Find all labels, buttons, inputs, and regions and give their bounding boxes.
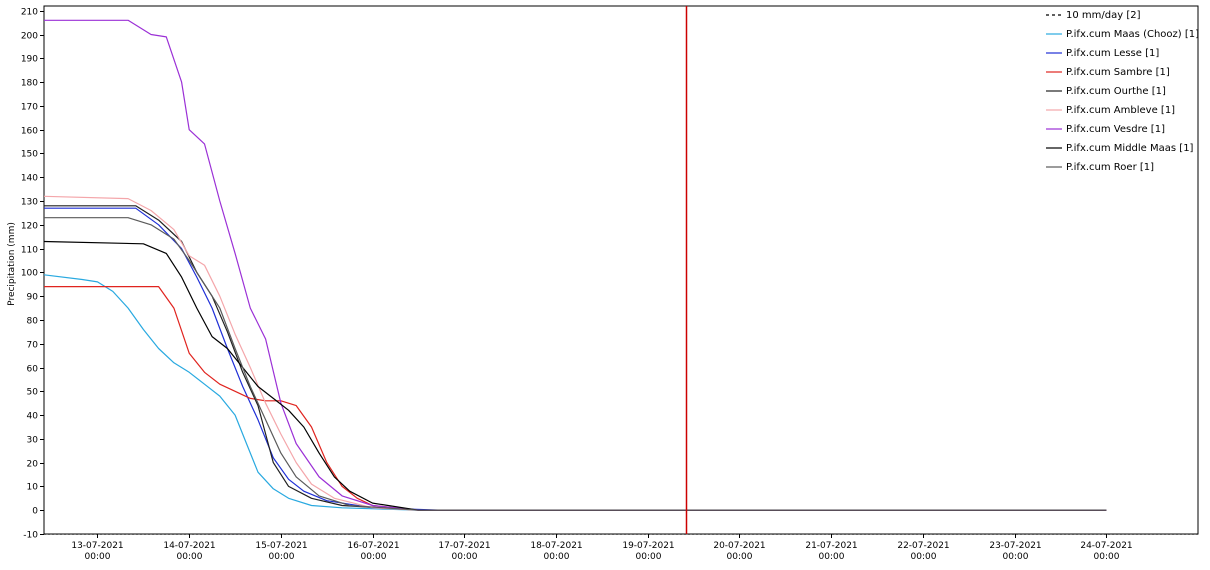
y-tick-label: 40 [27, 412, 39, 422]
legend-label-0: 10 mm/day [2] [1066, 10, 1141, 21]
legend-label-4: P.ifx.cum Ourthe [1] [1066, 86, 1166, 97]
y-tick-label: -10 [23, 531, 38, 541]
y-tick-label: 60 [27, 365, 39, 375]
y-tick-label: 190 [21, 55, 38, 65]
x-tick-label-date: 24-07-2021 [1080, 541, 1132, 551]
legend-label-6: P.ifx.cum Vesdre [1] [1066, 124, 1165, 135]
series-lines [43, 19, 1107, 511]
y-tick-label: 150 [21, 150, 38, 160]
legend-label-8: P.ifx.cum Roer [1] [1066, 162, 1154, 173]
series-line-3 [44, 286, 1107, 511]
x-tick-label-date: 19-07-2021 [622, 541, 674, 551]
x-tick-label-time: 00:00 [1003, 552, 1029, 562]
x-tick-label-time: 00:00 [1094, 552, 1120, 562]
y-tick-label: 140 [21, 174, 38, 184]
y-tick-label: 20 [27, 460, 39, 470]
series-line-7 [43, 240, 1107, 511]
axes: -10 0 10 20 30 40 50 60 70 80 90 100 110 120 130 140 150… [21, 5, 1199, 562]
x-tick-label-time: 00:00 [85, 552, 111, 562]
x-tick-label-date: 22-07-2021 [897, 541, 949, 551]
y-tick-label: 90 [27, 293, 39, 303]
x-tick-label-date: 16-07-2021 [347, 541, 399, 551]
legend-label-5: P.ifx.cum Ambleve [1] [1066, 105, 1175, 116]
legend-label-2: P.ifx.cum Lesse [1] [1066, 48, 1159, 59]
y-tick-label: 120 [21, 222, 38, 232]
x-tick-label-time: 00:00 [636, 552, 662, 562]
x-tick-label-time: 00:00 [361, 552, 387, 562]
x-tick-label-date: 15-07-2021 [255, 541, 307, 551]
x-tick-label-time: 00:00 [819, 552, 845, 562]
series-line-5 [43, 195, 1107, 511]
x-tick-label-time: 00:00 [727, 552, 753, 562]
x-tick-label-time: 00:00 [177, 552, 203, 562]
y-tick-label: 210 [21, 8, 38, 18]
x-tick-label-date: 18-07-2021 [530, 541, 582, 551]
x-tick-label-date: 21-07-2021 [805, 541, 857, 551]
series-line-8 [44, 217, 1107, 511]
y-tick-label: 110 [21, 246, 38, 256]
legend-label-7: P.ifx.cum Middle Maas [1] [1066, 143, 1194, 154]
x-tick-label-time: 00:00 [452, 552, 478, 562]
x-tick-label-time: 00:00 [911, 552, 937, 562]
y-tick-label: 0 [32, 507, 38, 517]
y-tick-label: 200 [21, 32, 38, 42]
y-tick-label: 50 [27, 388, 39, 398]
y-tick-label: 10 [27, 483, 39, 493]
x-tick-label-date: 23-07-2021 [989, 541, 1041, 551]
plot-frame [43, 5, 1199, 535]
series-line-4 [44, 205, 1107, 511]
x-tick-label-date: 14-07-2021 [163, 541, 215, 551]
x-tick-label-date: 17-07-2021 [438, 541, 490, 551]
legend-label-3: P.ifx.cum Sambre [1] [1066, 67, 1170, 78]
y-tick-label: 70 [27, 341, 39, 351]
x-tick-label-date: 13-07-2021 [71, 541, 123, 551]
y-tick-label: 170 [21, 103, 38, 113]
x-tick-label-time: 00:00 [269, 552, 295, 562]
x-tick-label-time: 00:00 [544, 552, 570, 562]
y-tick-label: 180 [21, 79, 38, 89]
y-axis-label: Precipitation (mm) [7, 222, 17, 306]
y-tick-label: 130 [21, 198, 38, 208]
legend: 10 mm/day [2] P.ifx.cum Maas (Chooz) [1] P… [1046, 10, 1199, 173]
y-tick-label: 100 [21, 269, 38, 279]
y-tick-label: 160 [21, 127, 38, 137]
x-tick-label-date: 20-07-2021 [713, 541, 765, 551]
legend-label-1: P.ifx.cum Maas (Chooz) [1] [1066, 29, 1199, 40]
y-tick-label: 80 [27, 317, 39, 327]
y-tick-label: 30 [27, 436, 39, 446]
series-line-6 [44, 19, 1107, 511]
series-line-1 [43, 274, 1107, 511]
